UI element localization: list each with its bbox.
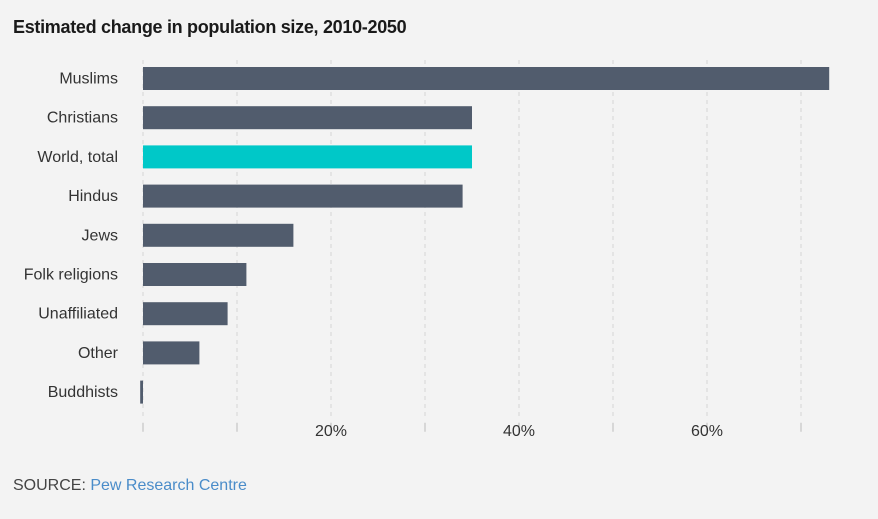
x-tick-label: 40% xyxy=(503,423,535,440)
category-label: Unaffiliated xyxy=(38,306,118,323)
source-note: SOURCE: Pew Research Centre xyxy=(13,477,247,495)
bar-unaffiliated xyxy=(143,302,228,326)
category-label: Folk religions xyxy=(24,267,118,284)
category-label: Jews xyxy=(82,227,118,244)
source-label: SOURCE: xyxy=(13,477,86,494)
source-link[interactable]: Pew Research Centre xyxy=(90,477,247,494)
bar-folk-religions xyxy=(143,263,247,286)
bar-hindus xyxy=(143,184,463,208)
category-label: World, total xyxy=(37,149,118,166)
chart-title: Estimated change in population size, 201… xyxy=(13,17,407,37)
bar-jews xyxy=(143,223,294,247)
category-label: Buddhists xyxy=(48,384,118,401)
category-label: Other xyxy=(78,345,119,362)
x-tick-label: 20% xyxy=(315,423,347,440)
bar-christians xyxy=(143,106,472,130)
category-label: Christians xyxy=(47,110,118,127)
bar-buddhists xyxy=(140,380,143,404)
x-tick-label: 60% xyxy=(691,423,723,440)
bar-other xyxy=(143,341,200,365)
category-label: Muslims xyxy=(59,71,118,88)
bar-world-total xyxy=(143,145,472,169)
category-label: Hindus xyxy=(68,188,118,205)
bar-muslims xyxy=(143,67,830,90)
